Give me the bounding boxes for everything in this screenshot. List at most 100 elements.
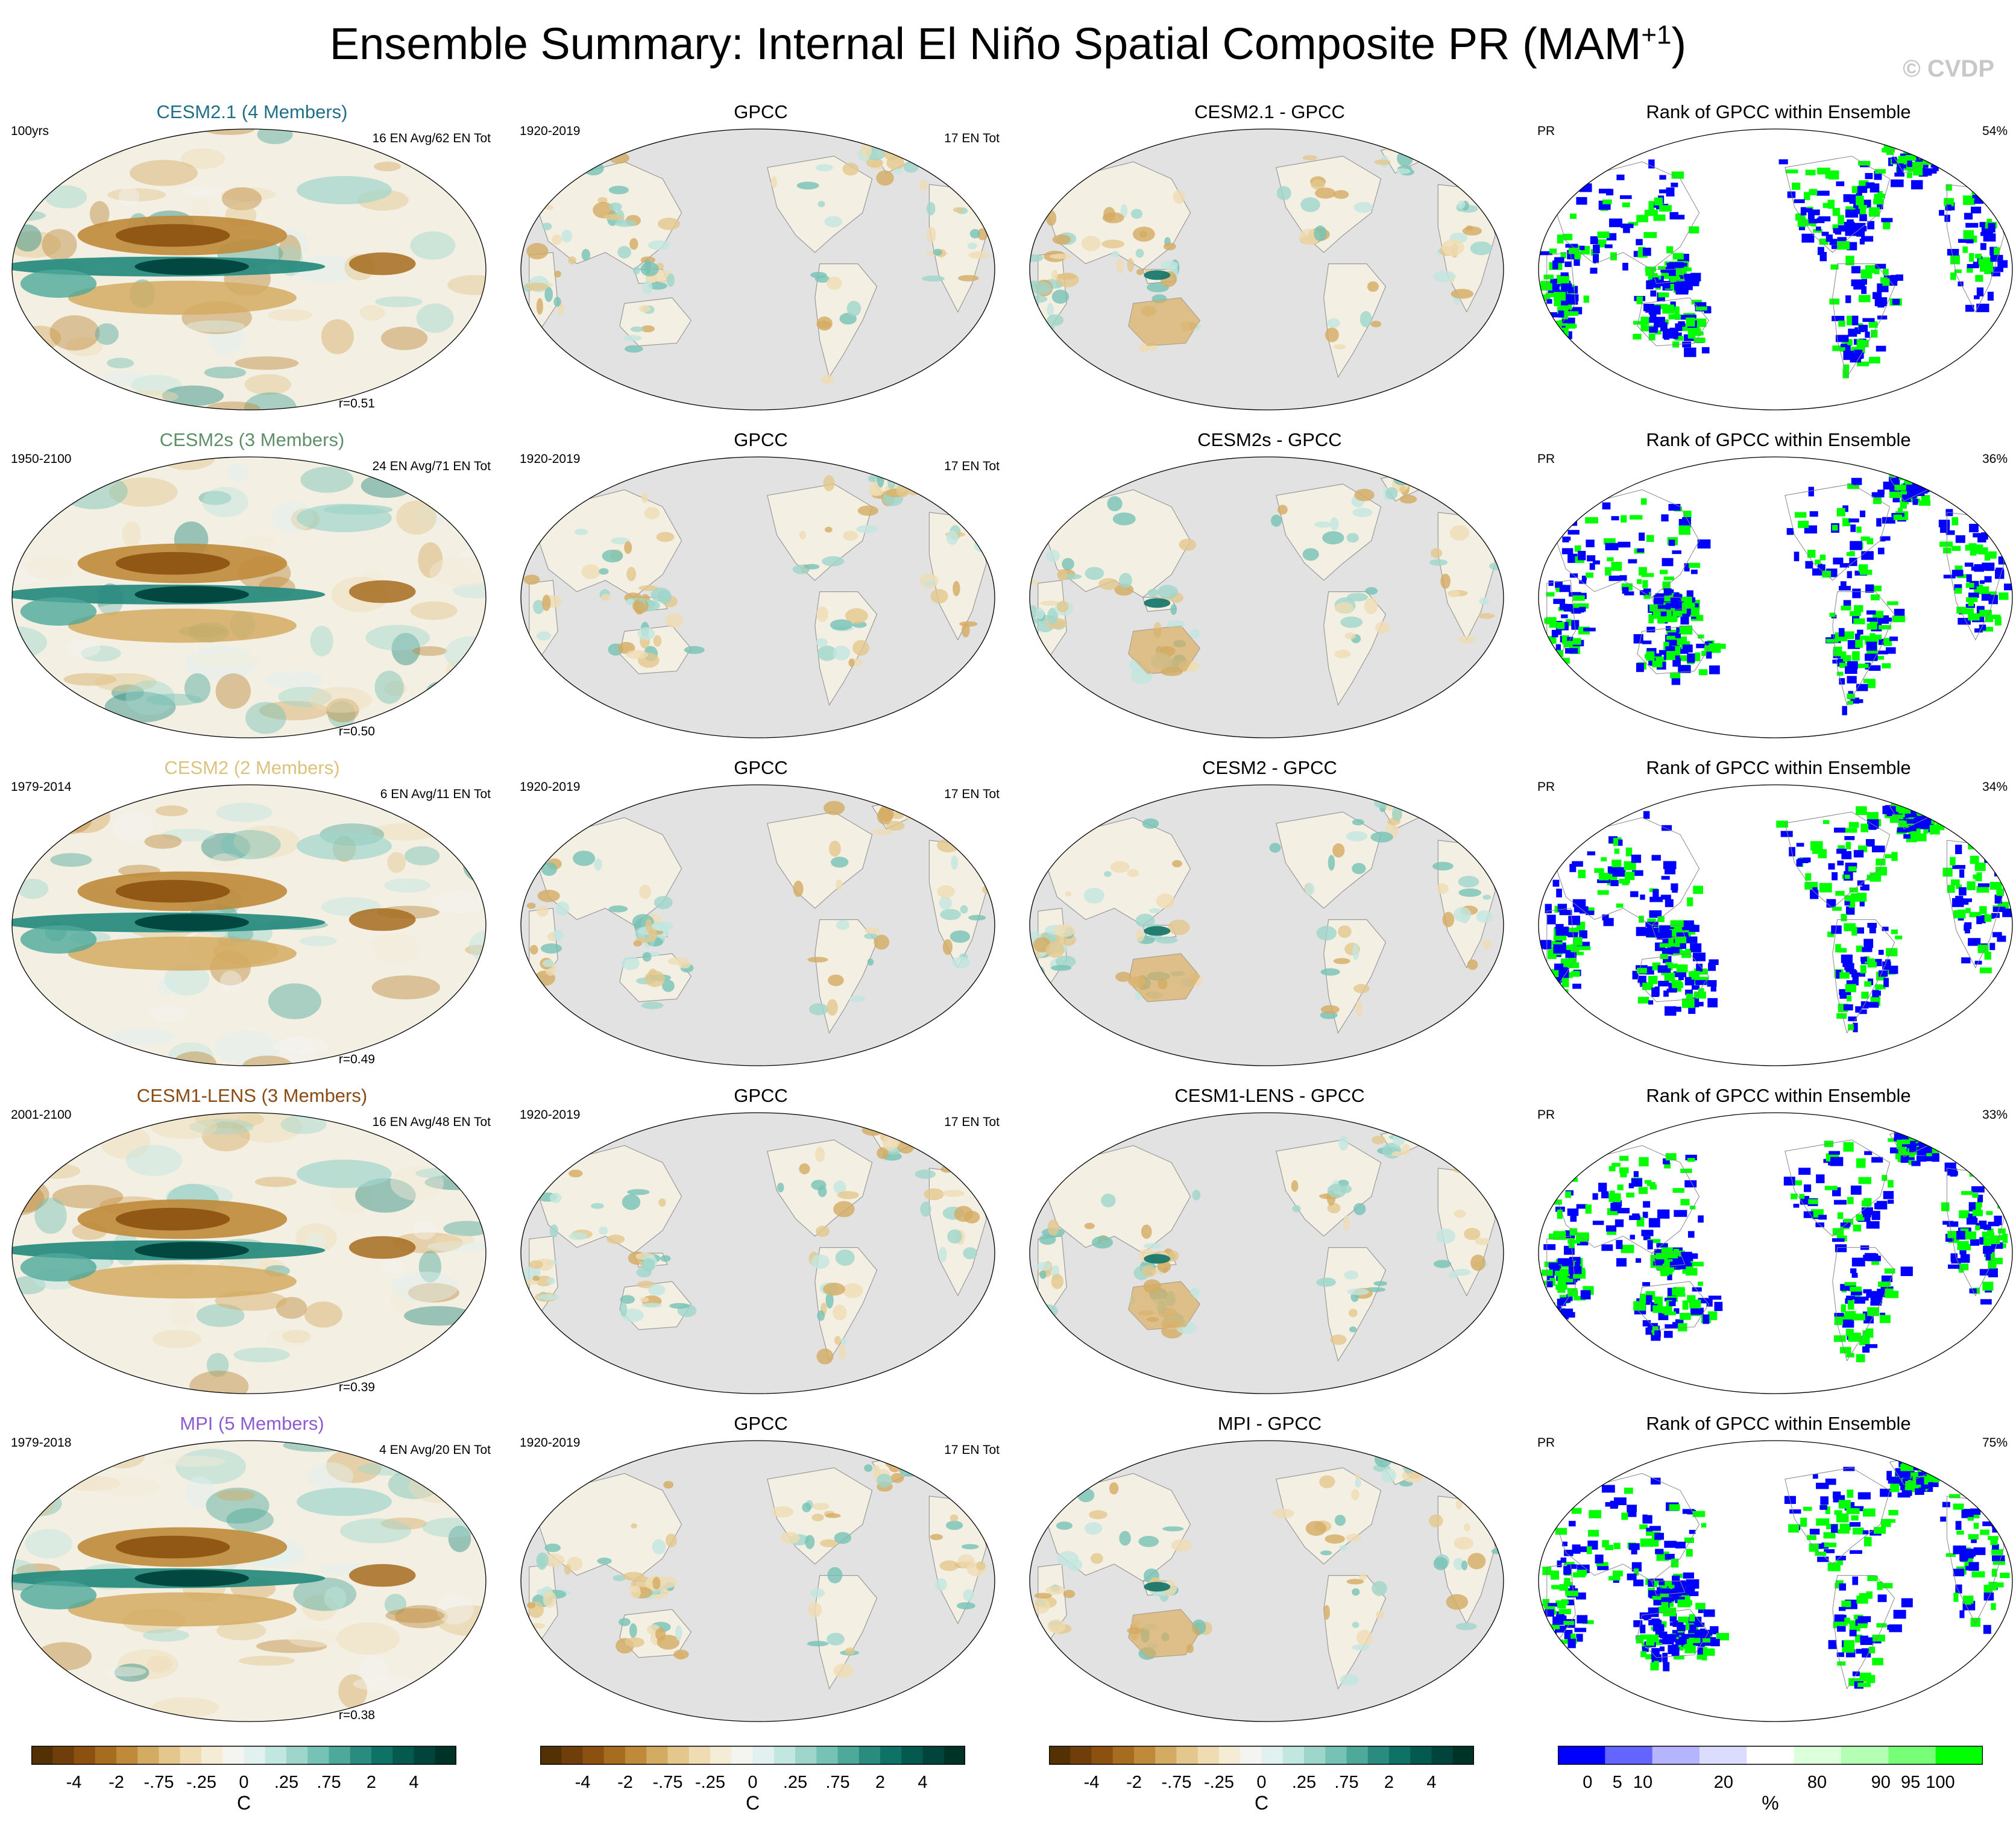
colorbar-tick-label: 2 <box>875 1773 886 1792</box>
colorbar-swatch <box>1452 1746 1474 1764</box>
colorbar-swatch <box>1346 1746 1369 1764</box>
rank-panel-row-2: Rank of GPCC within Ensemble PR 36% <box>1531 429 2016 755</box>
colorbar-tick-label: -4 <box>575 1773 591 1792</box>
colorbar-tick-label: 0 <box>239 1773 249 1792</box>
colorbar-swatch <box>1155 1746 1177 1764</box>
colorbar-tick-label: .25 <box>274 1773 299 1792</box>
colorbar-swatch <box>1091 1746 1114 1764</box>
rank-map <box>1538 1112 2013 1394</box>
rank-panel-title: Rank of GPCC within Ensemble <box>1646 429 1911 450</box>
colorbar-swatch <box>1652 1746 1700 1764</box>
colorbar-swatch <box>414 1746 436 1764</box>
period-label: 2001-2100 <box>11 1108 72 1122</box>
colorbar-tick-label: -.75 <box>143 1773 174 1792</box>
pattern-correlation-label: r=0.50 <box>338 725 375 738</box>
colorbar-tick-label: 4 <box>918 1773 928 1792</box>
colorbar-swatch <box>1070 1746 1092 1764</box>
colorbar-tick-label: 0 <box>1583 1773 1593 1792</box>
colorbar-swatch <box>1134 1746 1156 1764</box>
colorbar-swatch <box>222 1746 244 1764</box>
colorbar-swatch <box>816 1746 838 1764</box>
colorbar-swatch <box>1841 1746 1889 1764</box>
diff-panel-row-4: CESM1-LENS - GPCC <box>1022 1085 1517 1410</box>
colorbar-unit: % <box>1762 1792 1779 1814</box>
model-panel-row-3: CESM2 (2 Members) 1979-2014 6 EN Avg/11 EN… <box>5 757 499 1083</box>
colorbar-swatch <box>1304 1746 1326 1764</box>
rank-map <box>1538 456 2013 738</box>
colorbar-swatch <box>435 1746 456 1764</box>
diff-panel-row-3: CESM2 - GPCC <box>1022 757 1517 1083</box>
colorbar-tick-label: 10 <box>1633 1773 1653 1792</box>
pattern-correlation-label: r=0.38 <box>338 1708 375 1722</box>
obs-panel-row-4: GPCC 1920-2019 17 EN Tot <box>514 1085 1008 1410</box>
colorbar-swatch <box>1699 1746 1747 1764</box>
colorbar-3: -4 -2 -.75 -.25 0 .25 .75 2 4 C <box>1049 1745 1477 1817</box>
colorbar-swatch <box>392 1746 414 1764</box>
diff-panel-row-2: CESM2s - GPCC <box>1022 429 1517 755</box>
rank-map <box>1538 1440 2013 1722</box>
model-panel-row-5: MPI (5 Members) 1979-2018 4 EN Avg/20 EN T… <box>5 1413 499 1738</box>
colorbar-tick-label: 2 <box>1384 1773 1394 1792</box>
colorbar-swatch <box>710 1746 732 1764</box>
obs-panel-title: GPCC <box>734 1085 788 1106</box>
event-count-label: 17 EN Tot <box>944 787 1000 801</box>
model-panel-title: CESM2 (2 Members) <box>164 757 340 778</box>
model-map <box>11 1112 487 1394</box>
colorbar-tick-label: 4 <box>409 1773 419 1792</box>
colorbar-swatch <box>646 1746 668 1764</box>
period-label: 1920-2019 <box>520 124 581 138</box>
model-panel-row-4: CESM1-LENS (3 Members) 2001-2100 16 EN Avg… <box>5 1085 499 1410</box>
colorbar-unit: C <box>1254 1792 1269 1814</box>
model-map <box>11 128 487 410</box>
model-map <box>11 1440 487 1722</box>
diff-panel-row-5: MPI - GPCC <box>1022 1413 1517 1738</box>
obs-panel-row-2: GPCC 1920-2019 17 EN Tot <box>514 429 1008 755</box>
colorbar-tick-label: .75 <box>1334 1773 1359 1792</box>
variable-label: PR <box>1537 452 1555 466</box>
colorbar-swatch <box>1888 1746 1936 1764</box>
colorbar-swatch <box>74 1746 96 1764</box>
event-count-label: 17 EN Tot <box>944 131 1000 145</box>
obs-panel-row-3: GPCC 1920-2019 17 EN Tot <box>514 757 1008 1083</box>
event-count-label: 6 EN Avg/11 EN Tot <box>380 787 491 801</box>
colorbar-tick-label: 5 <box>1612 1773 1622 1792</box>
colorbar-4: 0 5 10 20 80 90 95 100% <box>1558 1745 1986 1817</box>
obs-panel-title: GPCC <box>734 101 788 122</box>
colorbar-tick-label: -4 <box>1083 1773 1100 1792</box>
colorbar-swatch <box>1410 1746 1432 1764</box>
colorbar-swatch <box>244 1746 266 1764</box>
colorbar-swatch <box>1605 1746 1653 1764</box>
obs-map <box>520 456 995 738</box>
colorbar-tick-label: -2 <box>617 1773 633 1792</box>
rank-panel-title: Rank of GPCC within Ensemble <box>1646 101 1911 122</box>
event-count-label: 4 EN Avg/20 EN Tot <box>379 1443 491 1457</box>
variable-label: PR <box>1537 1108 1555 1122</box>
colorbar-tick-label: 100 <box>1926 1773 1955 1792</box>
colorbar-tick-label: -4 <box>66 1773 82 1792</box>
colorbar-tick-label: 90 <box>1871 1773 1891 1792</box>
period-label: 1979-2018 <box>11 1436 72 1450</box>
rank-percentage-label: 54% <box>1982 124 2008 138</box>
colorbar-swatch <box>307 1746 329 1764</box>
colorbar-swatch <box>667 1746 690 1764</box>
rank-panel-title: Rank of GPCC within Ensemble <box>1646 757 1911 778</box>
colorbar-swatch <box>1176 1746 1199 1764</box>
period-label: 100yrs <box>11 124 49 138</box>
rank-percentage-label: 36% <box>1982 452 2008 466</box>
colorbar-swatch <box>561 1746 583 1764</box>
obs-panel-row-1: GPCC 1920-2019 17 EN Tot <box>514 101 1008 427</box>
colorbar-swatch <box>837 1746 860 1764</box>
rank-percentage-label: 33% <box>1982 1108 2008 1122</box>
colorbar-swatch <box>688 1746 711 1764</box>
colorbar-swatch <box>603 1746 626 1764</box>
model-map <box>11 456 487 738</box>
diff-map <box>1029 784 1504 1066</box>
rank-panel-row-5: Rank of GPCC within Ensemble PR 75% <box>1531 1413 2016 1738</box>
obs-map <box>520 784 995 1066</box>
obs-map <box>520 1112 995 1394</box>
colorbar-swatch <box>1367 1746 1390 1764</box>
colorbar-tick-label: -.25 <box>1204 1773 1234 1792</box>
colorbar-tick-label: -.25 <box>695 1773 725 1792</box>
cvdp-credit: © CVDP <box>1903 55 1994 82</box>
colorbar-swatch <box>731 1746 753 1764</box>
